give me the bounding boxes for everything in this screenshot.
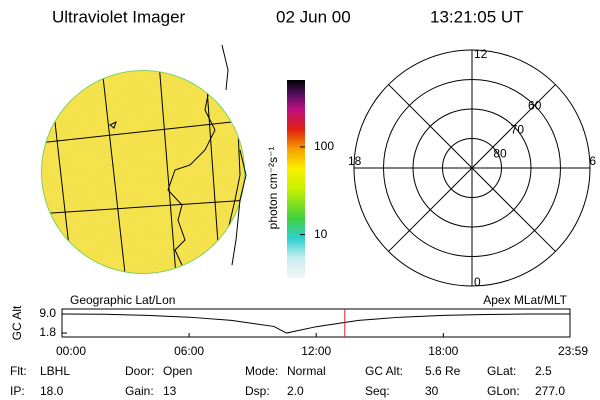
field-value: 18.0 bbox=[40, 384, 64, 398]
y-tick-label: 9.0 bbox=[39, 306, 56, 320]
timeline-y-label: GC Alt bbox=[10, 305, 24, 340]
lat-circle bbox=[383, 79, 561, 257]
timeline-left-label: Geographic Lat/Lon bbox=[70, 293, 175, 307]
field-value: Open bbox=[163, 364, 192, 378]
date: 02 Jun 00 bbox=[276, 7, 351, 26]
colorbar-label: photon cm⁻²s⁻¹ bbox=[266, 147, 280, 230]
mlt-label: 6 bbox=[589, 154, 596, 168]
x-tick-label: 00:00 bbox=[56, 344, 86, 358]
field-label: Seq: bbox=[365, 384, 390, 398]
field-value: 2.0 bbox=[287, 384, 304, 398]
field-label: GLat: bbox=[487, 364, 516, 378]
mlt-label: 0 bbox=[474, 275, 481, 289]
x-tick-label: 06:00 bbox=[174, 344, 204, 358]
colorbar-tick-label: 10 bbox=[314, 227, 328, 241]
field-label: Dsp: bbox=[245, 384, 270, 398]
lat-circle bbox=[412, 108, 532, 228]
altitude-line bbox=[61, 313, 570, 334]
x-tick-label: 23:59 bbox=[558, 344, 588, 358]
timeline-right-label: Apex MLat/MLT bbox=[483, 293, 567, 307]
x-tick-label: 12:00 bbox=[301, 344, 331, 358]
timeline-frame bbox=[61, 308, 571, 338]
field-value: 13 bbox=[163, 384, 177, 398]
field-label: GLon: bbox=[487, 384, 520, 398]
lat-circle bbox=[442, 138, 502, 198]
field-value: 30 bbox=[425, 384, 439, 398]
field-label: GC Alt: bbox=[365, 364, 403, 378]
earth-image bbox=[41, 44, 247, 274]
field-value: 2.5 bbox=[535, 364, 552, 378]
x-tick-label: 18:00 bbox=[428, 344, 458, 358]
field-value: Normal bbox=[287, 364, 326, 378]
mlt-label: 18 bbox=[348, 154, 362, 168]
field-label: IP: bbox=[10, 384, 25, 398]
colorbar bbox=[287, 80, 305, 278]
field-value: LBHL bbox=[40, 364, 70, 378]
field-value: 277.0 bbox=[535, 384, 565, 398]
lat-label: 70 bbox=[511, 122, 525, 136]
field-value: 5.6 Re bbox=[425, 364, 461, 378]
lat-label: 80 bbox=[493, 146, 507, 160]
mlt-label: 12 bbox=[474, 47, 488, 61]
colorbar-tick-label: 100 bbox=[314, 139, 334, 153]
time: 13:21:05 UT bbox=[430, 7, 524, 26]
title: Ultraviolet Imager bbox=[52, 7, 186, 26]
y-tick-label: 1.8 bbox=[39, 325, 56, 339]
field-label: Mode: bbox=[245, 364, 278, 378]
lat-label: 60 bbox=[528, 99, 542, 113]
field-label: Gain: bbox=[125, 384, 154, 398]
field-label: Flt: bbox=[10, 364, 27, 378]
field-label: Door: bbox=[125, 364, 154, 378]
